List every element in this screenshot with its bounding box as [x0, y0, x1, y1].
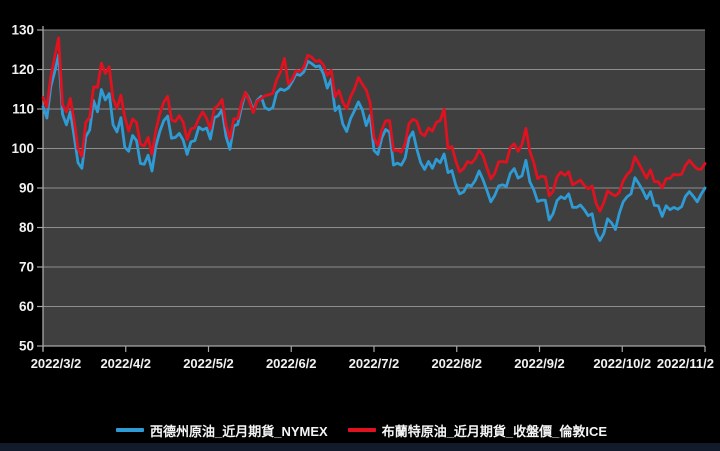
svg-text:2022/8/2: 2022/8/2	[431, 356, 482, 371]
svg-text:100: 100	[11, 141, 34, 156]
svg-text:50: 50	[19, 339, 34, 354]
svg-text:130: 130	[11, 23, 34, 38]
svg-text:110: 110	[12, 102, 34, 117]
svg-text:2022/7/2: 2022/7/2	[349, 356, 400, 371]
brent-line-swatch-icon	[347, 428, 376, 432]
wti-line-swatch-icon	[116, 428, 144, 432]
wti-legend-label: 西德州原油_近月期貨_NYMEX	[150, 423, 328, 439]
svg-text:80: 80	[19, 220, 34, 235]
svg-text:60: 60	[19, 299, 34, 314]
svg-text:120: 120	[11, 62, 34, 77]
svg-text:2022/11/2: 2022/11/2	[657, 356, 714, 371]
svg-text:2022/4/2: 2022/4/2	[100, 356, 151, 371]
legend-item-wti: 西德州原油_近月期貨_NYMEX	[116, 421, 328, 440]
svg-text:70: 70	[19, 260, 34, 275]
legend-item-brent: 布蘭特原油_近月期貨_收盤價_倫敦ICE	[347, 421, 608, 440]
svg-text:2022/10/2: 2022/10/2	[593, 356, 651, 371]
window-bottom-strip	[0, 443, 720, 451]
svg-text:2022/5/2: 2022/5/2	[183, 356, 234, 371]
chart-legend: 西德州原油_近月期貨_NYMEX 布蘭特原油_近月期貨_收盤價_倫敦ICE	[0, 420, 720, 440]
svg-text:90: 90	[19, 181, 34, 196]
brent-legend-label: 布蘭特原油_近月期貨_收盤價_倫敦ICE	[381, 423, 608, 439]
svg-text:2022/3/2: 2022/3/2	[31, 356, 82, 371]
svg-text:2022/9/2: 2022/9/2	[514, 356, 565, 371]
svg-text:2022/6/2: 2022/6/2	[266, 356, 317, 371]
